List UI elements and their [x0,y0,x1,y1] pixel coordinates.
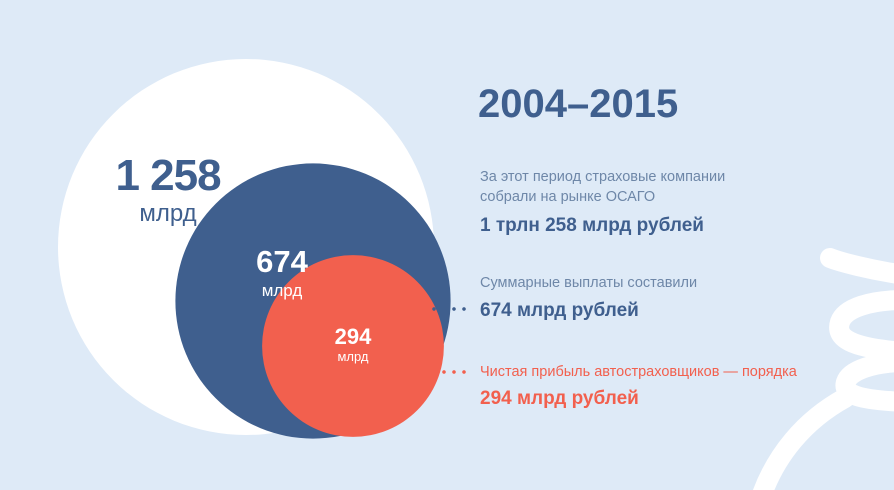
outer-unit-label: млрд [139,200,197,227]
inner-circle-294 [262,255,444,437]
inner-unit-label: млрд [337,349,369,364]
chart-title: 2004–2015 [478,82,679,126]
profit-amount: 294 млрд рублей [480,388,639,409]
middle-value-label: 674 [256,244,308,279]
collected-amount: 1 трлн 258 млрд рублей [480,215,704,236]
payouts-dotted-leader [432,307,468,311]
payouts-description: Суммарные выплаты составили [480,275,698,291]
middle-unit-label: млрд [261,281,303,300]
collected-description-line1: За этот период страховые компании [480,169,726,185]
inner-value-label: 294 [334,324,372,349]
outer-value-label: 1 258 [115,151,221,200]
payouts-amount: 674 млрд рублей [480,300,639,321]
profit-dotted-leader [402,370,468,374]
collected-description: За этот период страховые компании собрал… [480,167,725,207]
profit-description: Чистая прибыль автостраховщиков — порядк… [480,364,797,380]
collected-description-line2: собрали на рынке ОСАГО [480,189,656,205]
